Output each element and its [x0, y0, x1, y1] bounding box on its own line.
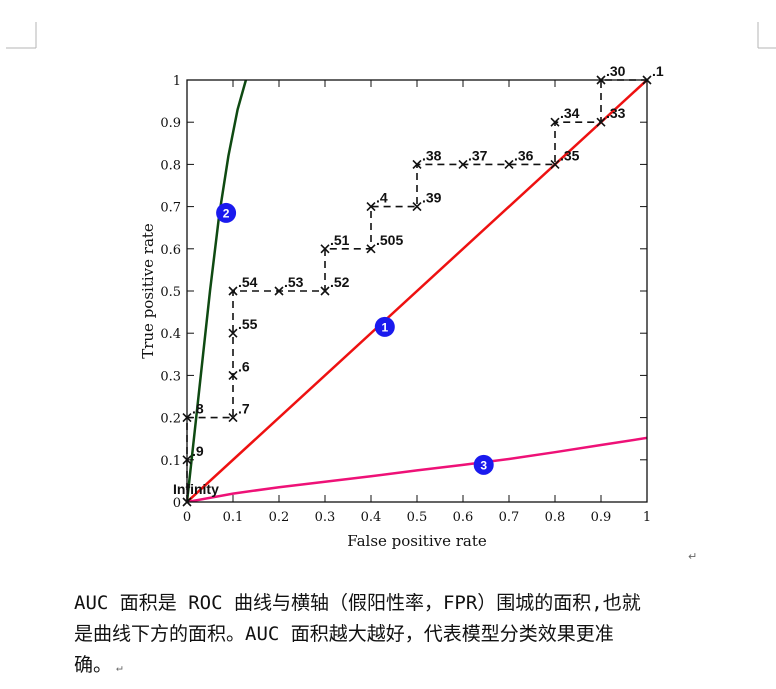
step-point-label: .52 [330, 274, 350, 290]
step-point-label: Infinity [173, 481, 219, 497]
y-tick-label: 0.9 [160, 116, 181, 131]
x-axis-label: False positive rate [347, 532, 487, 550]
x-tick-label: 0.3 [315, 510, 336, 525]
step-point-marker [274, 286, 284, 296]
curve-marker-3 [473, 454, 494, 475]
y-tick-label: 1 [173, 74, 181, 89]
y-tick-label: 0.8 [160, 158, 181, 173]
step-point-label: .37 [468, 147, 488, 163]
step-point-label: .51 [330, 232, 350, 248]
step-point-marker [458, 159, 468, 169]
step-point-marker [550, 159, 560, 169]
step-point-marker [366, 244, 376, 254]
caption-return-mark: ↵ [116, 661, 123, 674]
y-tick-label: 0 [173, 496, 181, 511]
step-point-label: .36 [514, 147, 534, 163]
step-point-label: .6 [238, 358, 250, 374]
step-point-label: .9 [192, 443, 204, 459]
y-axis-label: True positive rate [139, 223, 157, 359]
step-point-label: .1 [652, 63, 664, 79]
x-tick-label: 0.7 [499, 510, 520, 525]
step-point-marker [504, 159, 514, 169]
step-point-marker [228, 286, 238, 296]
step-point-label: .4 [376, 190, 388, 206]
step-point-marker [228, 413, 238, 423]
step-point-marker [320, 244, 330, 254]
page-corner-mark-left [6, 22, 37, 49]
step-point-marker [320, 286, 330, 296]
step-point-label: .39 [422, 190, 442, 206]
x-tick-label: 0.2 [269, 510, 290, 525]
roc-curve-2 [187, 80, 248, 502]
page-corner-mark-right [757, 22, 776, 49]
step-point-marker [550, 117, 560, 127]
y-tick-label: 0.6 [160, 243, 181, 258]
x-tick-label: 0.9 [591, 510, 612, 525]
curve-marker-2 [216, 202, 237, 223]
step-point-label: .33 [606, 105, 626, 121]
paragraph-return-mark: ↵ [688, 550, 698, 563]
x-tick-label: 0 [183, 510, 191, 525]
step-point-marker [412, 202, 422, 212]
step-point-marker [366, 202, 376, 212]
caption-line-3: 确。 [74, 654, 113, 676]
step-point-label: .505 [376, 232, 403, 248]
roc-curve-1 [187, 80, 647, 502]
curve-marker-label: 1 [381, 320, 388, 334]
roc-chart: Infinity .9 .8 .7 .6 .55 .54 .53 .52 .51 .505 .4 .39… [139, 63, 664, 550]
step-point-marker [412, 159, 422, 169]
step-point-label: .35 [560, 147, 580, 163]
step-point-label: .34 [560, 105, 580, 121]
step-point-label: .38 [422, 147, 442, 163]
caption-line-2: 是曲线下方的面积。AUC 面积越大越好，代表模型分类效果更准 [74, 623, 614, 645]
y-tick-label: 0.7 [160, 201, 181, 216]
x-tick-label: 0.1 [223, 510, 244, 525]
x-tick-label: 0.6 [453, 510, 474, 525]
y-tick-label: 0.3 [160, 369, 181, 384]
x-tick-label: 0.5 [407, 510, 428, 525]
step-point-marker [228, 328, 238, 338]
step-point-marker [596, 117, 606, 127]
step-point-label: .8 [192, 401, 204, 417]
step-point-label: .55 [238, 316, 258, 332]
step-point-label: .53 [284, 274, 304, 290]
step-point-label: .30 [606, 63, 626, 79]
y-tick-label: 0.5 [160, 285, 181, 300]
x-tick-label: 0.8 [545, 510, 566, 525]
roc-curve-3 [187, 436, 647, 502]
y-tick-label: 0.4 [160, 327, 181, 342]
curve-marker-label: 3 [480, 458, 487, 472]
x-tick-label: 0.4 [361, 510, 382, 525]
x-tick-label: 1 [643, 510, 651, 525]
caption-line-1: AUC 面积是 ROC 曲线与横轴（假阳性率，FPR）围城的面积,也就 [74, 592, 641, 614]
caption-paragraph: AUC 面积是 ROC 曲线与横轴（假阳性率，FPR）围城的面积,也就 是曲线下… [74, 588, 764, 683]
step-point-label: .54 [238, 274, 258, 290]
y-tick-label: 0.2 [160, 412, 181, 427]
step-point-label: .7 [238, 401, 250, 417]
step-point-marker [228, 370, 238, 380]
curve-marker-1 [374, 316, 395, 337]
curve-marker-label: 2 [223, 206, 230, 220]
y-tick-label: 0.1 [160, 454, 181, 469]
